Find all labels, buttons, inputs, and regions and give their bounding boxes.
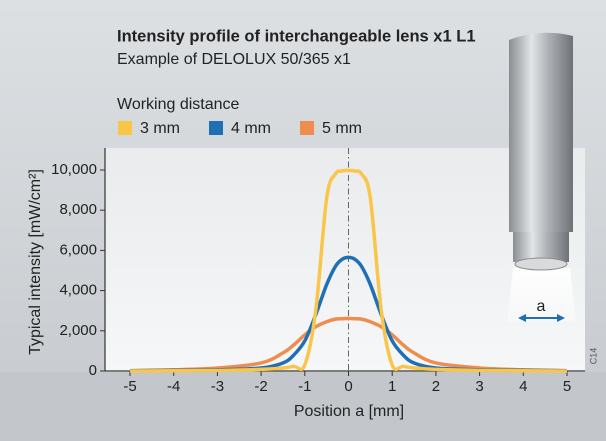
y-tick-label: 10,000 — [51, 161, 97, 178]
figure-code: C14 — [588, 348, 598, 365]
lens-glass — [514, 257, 568, 271]
x-tick-label: -2 — [254, 378, 267, 395]
lens-illustration: a — [507, 32, 576, 322]
series-line — [129, 168, 568, 373]
legend-label: 5 mm — [322, 120, 362, 137]
lens-tip — [513, 232, 569, 262]
footer-band — [0, 372, 606, 441]
legend-title: Working distance — [117, 96, 240, 113]
y-tick-label: 8,000 — [59, 201, 97, 218]
chart-title: Intensity profile of interchangeable len… — [117, 27, 476, 45]
legend: 3 mm 4 mm 5 mm — [118, 120, 362, 137]
legend-label: 3 mm — [140, 120, 180, 137]
x-tick-label: 5 — [563, 378, 571, 395]
x-axis-label: Position a [mm] — [294, 403, 404, 420]
x-tick-label: 3 — [475, 378, 483, 395]
legend-swatch — [118, 121, 132, 135]
x-tick-label: -4 — [167, 378, 180, 395]
x-tick-label: 4 — [519, 378, 527, 395]
width-label: a — [537, 298, 546, 315]
x-tick-label: -1 — [298, 378, 311, 395]
x-tick-label: 2 — [432, 378, 440, 395]
y-tick-label: 2,000 — [59, 322, 97, 339]
axes: 0 2,000 4,000 6,000 8,000 10,000 -5 -4 -3 -2 -1 0 1 2… — [51, 148, 585, 395]
chart-subtitle: Example of DELOLUX 50/365 x1 — [117, 51, 351, 68]
x-tick-label: 0 — [344, 378, 352, 395]
legend-label: 4 mm — [231, 120, 271, 137]
y-tick-label: 6,000 — [59, 241, 97, 258]
lens-body — [509, 32, 573, 232]
series-line — [129, 316, 568, 373]
light-beam — [507, 268, 576, 322]
y-axis-label: Typical intensity [mW/cm²] — [27, 169, 44, 355]
y-tick-label: 0 — [89, 362, 97, 379]
plot-area — [105, 148, 585, 372]
series-line — [129, 255, 568, 373]
x-tick-label: 1 — [388, 378, 396, 395]
y-tick-label: 4,000 — [59, 282, 97, 299]
legend-swatch — [209, 121, 223, 135]
legend-swatch — [300, 121, 314, 135]
x-tick-label: -3 — [211, 378, 224, 395]
x-tick-label: -5 — [123, 378, 136, 395]
